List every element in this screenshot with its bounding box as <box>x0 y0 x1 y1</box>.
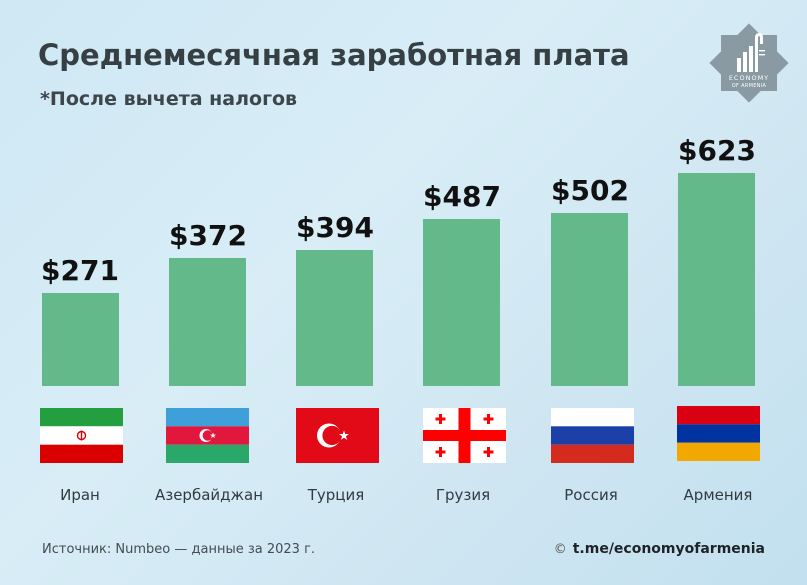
category-label-iran: Иран <box>60 486 100 504</box>
value-label-armenia: $623 <box>678 134 756 167</box>
source-note: Источник: Numbeo — данные за 2023 г. <box>42 542 316 557</box>
bar-georgia <box>423 219 500 386</box>
channel-link[interactable]: t.me/economyofarmenia <box>572 541 765 557</box>
bar-azerbaijan <box>169 258 246 386</box>
turkey-flag-icon <box>296 408 379 463</box>
iran-flag-icon <box>40 408 123 463</box>
russia-flag-icon <box>551 408 634 463</box>
value-label-georgia: $487 <box>423 180 501 213</box>
channel-credit: © t.me/economyofarmenia <box>554 541 765 557</box>
category-label-russia: Россия <box>564 486 618 504</box>
economy-of-armenia-logo-icon: ECONOMY OF ARMENIA <box>709 23 789 103</box>
georgia-flag-icon <box>423 408 506 463</box>
svg-text:OF ARMENIA: OF ARMENIA <box>732 83 767 89</box>
bar-turkey <box>296 250 373 386</box>
category-label-azerbaijan: Азербайджан <box>154 486 264 504</box>
azerbaijan-flag-icon <box>166 408 249 463</box>
category-label-armenia: Армения <box>683 486 753 504</box>
copyright-icon: © <box>553 542 567 557</box>
bar-armenia <box>678 173 755 386</box>
bar-russia <box>551 213 628 386</box>
armenia-flag-icon <box>677 406 760 461</box>
bar-iran <box>42 293 119 386</box>
svg-text:ECONOMY: ECONOMY <box>729 74 769 82</box>
value-label-azerbaijan: $372 <box>169 219 247 252</box>
category-label-georgia: Грузия <box>435 486 491 504</box>
value-label-turkey: $394 <box>296 211 374 244</box>
chart-subtitle: *После вычета налогов <box>40 88 298 110</box>
category-label-turkey: Турция <box>307 486 365 504</box>
value-label-russia: $502 <box>551 174 629 207</box>
chart-title: Среднемесячная заработная плата <box>38 38 630 72</box>
value-label-iran: $271 <box>41 254 119 287</box>
